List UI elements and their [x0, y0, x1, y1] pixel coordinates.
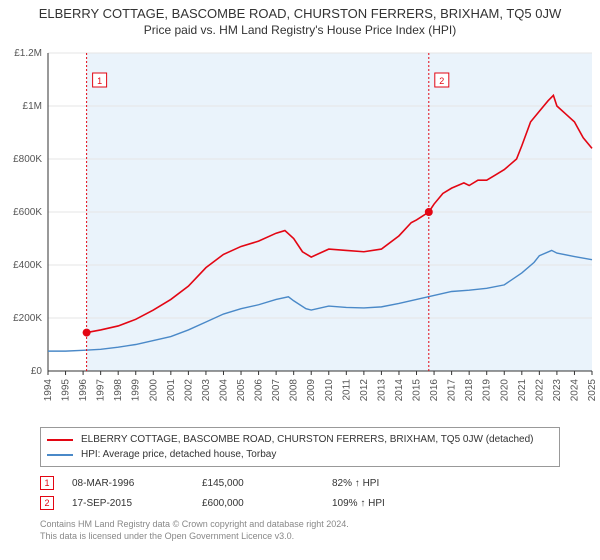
marker-row-2: 2 17-SEP-2015£600,000109% ↑ HPI — [40, 493, 560, 513]
legend-swatch — [47, 454, 73, 456]
svg-text:2019: 2019 — [482, 379, 493, 402]
svg-text:£400K: £400K — [13, 260, 42, 271]
svg-text:2015: 2015 — [412, 379, 423, 402]
marker-badge: 1 — [40, 476, 54, 490]
svg-text:2013: 2013 — [376, 379, 387, 402]
svg-text:2003: 2003 — [201, 379, 212, 402]
marker-row-1: 1 08-MAR-1996£145,00082% ↑ HPI — [40, 473, 560, 493]
svg-text:£1M: £1M — [23, 101, 42, 112]
footnote-line-2: This data is licensed under the Open Gov… — [40, 531, 560, 543]
line-chart-svg: £0 £200K £400K £600K £800K £1M £1.2M 1994 1995 19… — [0, 41, 600, 421]
svg-text:£0: £0 — [31, 366, 43, 377]
legend-item-hpi: HPI: Average price, detached house, Torb… — [47, 447, 553, 462]
svg-text:2021: 2021 — [517, 379, 528, 402]
svg-text:2024: 2024 — [569, 379, 580, 402]
marker-badge: 2 — [40, 496, 54, 510]
svg-text:1998: 1998 — [113, 379, 124, 402]
marker-date: 17-SEP-2015 — [72, 498, 202, 509]
svg-text:2007: 2007 — [271, 379, 282, 402]
svg-text:1999: 1999 — [131, 379, 142, 402]
svg-text:2023: 2023 — [552, 379, 563, 402]
chart-container: ELBERRY COTTAGE, BASCOMBE ROAD, CHURSTON… — [0, 0, 600, 542]
svg-text:1994: 1994 — [43, 379, 54, 402]
svg-text:2011: 2011 — [341, 379, 352, 401]
svg-text:2025: 2025 — [587, 379, 598, 402]
svg-text:2009: 2009 — [306, 379, 317, 402]
chart-area: £0 £200K £400K £600K £800K £1M £1.2M 1994 1995 19… — [0, 41, 600, 421]
svg-text:2006: 2006 — [254, 379, 265, 402]
svg-text:2002: 2002 — [183, 379, 194, 402]
svg-text:£1.2M: £1.2M — [14, 48, 42, 59]
svg-text:1996: 1996 — [78, 379, 89, 402]
chart-subtitle: Price paid vs. HM Land Registry's House … — [0, 21, 600, 41]
marker-price: £145,000 — [202, 478, 332, 489]
marker-date: 08-MAR-1996 — [72, 478, 202, 489]
marker-pct: 82% ↑ HPI — [332, 478, 462, 489]
legend-label: ELBERRY COTTAGE, BASCOMBE ROAD, CHURSTON… — [81, 432, 534, 447]
svg-text:1997: 1997 — [96, 379, 107, 402]
legend-label: HPI: Average price, detached house, Torb… — [81, 447, 276, 462]
marker-price: £600,000 — [202, 498, 332, 509]
svg-text:2010: 2010 — [324, 379, 335, 402]
svg-text:2005: 2005 — [236, 379, 247, 402]
marker-table: 1 08-MAR-1996£145,00082% ↑ HPI 2 17-SEP-201… — [40, 473, 560, 513]
svg-text:2014: 2014 — [394, 379, 405, 402]
marker-pct: 109% ↑ HPI — [332, 498, 462, 509]
footnote-line-1: Contains HM Land Registry data © Crown c… — [40, 519, 560, 531]
svg-text:1: 1 — [97, 76, 102, 86]
svg-text:2012: 2012 — [359, 379, 370, 402]
svg-text:2020: 2020 — [499, 379, 510, 402]
footnote: Contains HM Land Registry data © Crown c… — [40, 519, 560, 542]
legend: ELBERRY COTTAGE, BASCOMBE ROAD, CHURSTON… — [40, 427, 560, 467]
svg-text:2000: 2000 — [148, 379, 159, 402]
svg-text:£200K: £200K — [13, 313, 42, 324]
legend-item-property: ELBERRY COTTAGE, BASCOMBE ROAD, CHURSTON… — [47, 432, 553, 447]
svg-text:2001: 2001 — [166, 379, 177, 402]
svg-text:2008: 2008 — [289, 379, 300, 402]
svg-text:2004: 2004 — [218, 379, 229, 402]
svg-text:£800K: £800K — [13, 154, 42, 165]
svg-text:2018: 2018 — [464, 379, 475, 402]
legend-swatch — [47, 439, 73, 441]
svg-text:1995: 1995 — [61, 379, 72, 402]
chart-title: ELBERRY COTTAGE, BASCOMBE ROAD, CHURSTON… — [0, 0, 600, 21]
svg-text:£600K: £600K — [13, 207, 42, 218]
svg-text:2016: 2016 — [429, 379, 440, 402]
svg-text:2017: 2017 — [447, 379, 458, 402]
svg-text:2022: 2022 — [534, 379, 545, 402]
svg-text:2: 2 — [439, 76, 444, 86]
